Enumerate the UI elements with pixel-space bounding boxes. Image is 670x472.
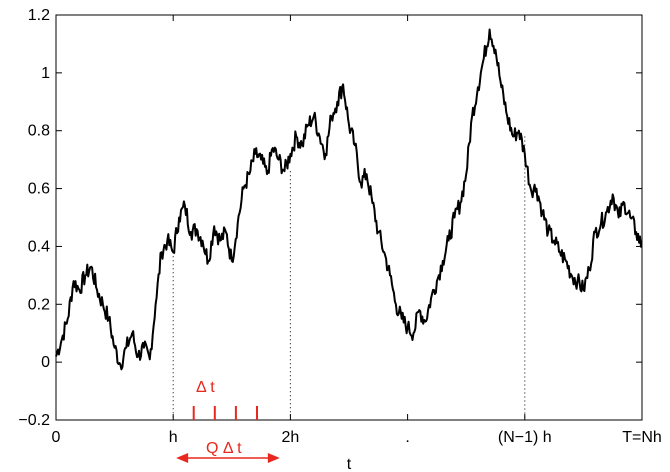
- q-delta-t-label: Q Δ t: [206, 440, 242, 457]
- x-axis: 0 h 2h. (N−1) h T=Nh: [52, 15, 662, 446]
- x-tick-label: 0: [52, 429, 61, 446]
- y-tick-label: 0.4: [28, 238, 50, 255]
- arrowhead-right-icon: [267, 453, 280, 463]
- x-axis-label: t: [347, 456, 352, 472]
- x-tick-label: .: [405, 429, 409, 446]
- annotations: Δ t Q Δ t: [176, 379, 280, 463]
- y-tick-label: 0.2: [28, 296, 50, 313]
- series-line: [55, 28, 643, 371]
- y-tick-label: 1.2: [28, 7, 50, 24]
- x-tick-label: T=Nh: [622, 429, 662, 446]
- delta-t-label: Δ t: [196, 379, 215, 396]
- y-tick-label: 0: [41, 354, 50, 371]
- y-axis: −0.2 0 0.2 0.4 0.6 0.8 1 1.2: [18, 7, 642, 429]
- x-tick-label: (N−1) h: [498, 429, 552, 446]
- x-tick-label: h: [169, 429, 178, 446]
- arrowhead-left-icon: [176, 453, 189, 463]
- y-tick-label: 1: [41, 65, 50, 82]
- y-tick-label: −0.2: [18, 412, 50, 429]
- plot-area: [55, 14, 643, 421]
- y-tick-label: 0.8: [28, 123, 50, 140]
- guide-lines: [172, 136, 526, 420]
- subticks: [192, 406, 258, 420]
- x-tick-label: 2h: [282, 429, 300, 446]
- y-tick-label: 0.6: [28, 181, 50, 198]
